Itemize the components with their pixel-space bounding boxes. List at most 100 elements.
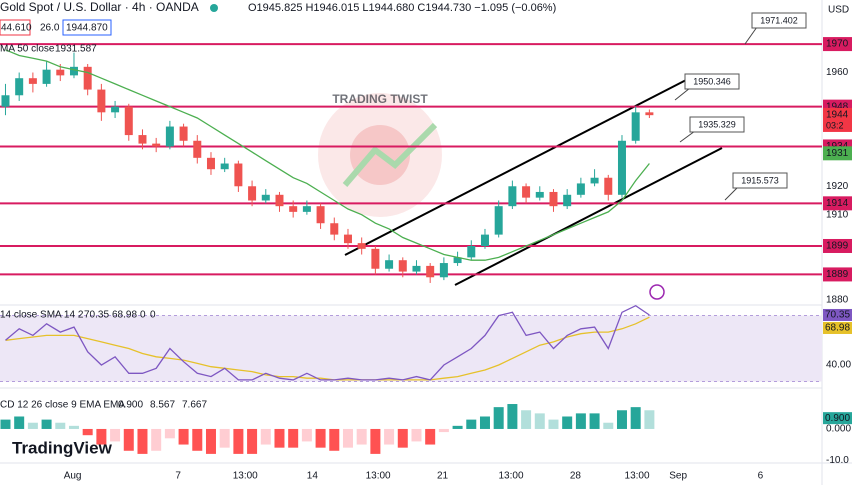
- price-tag-label: 1944: [826, 110, 849, 121]
- candle-body: [83, 66, 92, 90]
- y-tick-label: 1920: [826, 181, 849, 192]
- candle-body: [138, 135, 147, 144]
- candle-body: [549, 191, 558, 207]
- ma-line: [5, 49, 650, 261]
- macd-tick-label: 0.000: [826, 424, 851, 435]
- y-tick-label: 1880: [826, 295, 849, 306]
- candle-body: [480, 234, 489, 246]
- macd-bar: [82, 428, 93, 436]
- x-tick-label: Aug: [64, 471, 82, 482]
- macd-bar: [466, 419, 477, 429]
- rsi-legend-value: 0: [150, 310, 156, 321]
- callout-box: [732, 172, 788, 189]
- rsi-legend-value: 0: [140, 310, 146, 321]
- x-tick-label: 13:00: [498, 471, 523, 482]
- rsi-sma-tag: [823, 321, 852, 334]
- macd-bar: [55, 422, 66, 429]
- candle-body: [576, 183, 585, 195]
- candle-body: [385, 260, 394, 269]
- candle-body: [631, 112, 640, 141]
- callout-label: 1935.329: [698, 119, 736, 129]
- rsi-legend-value: 68.98: [112, 310, 137, 321]
- ma-legend-value: 1931.587: [55, 44, 97, 55]
- candle-body: [412, 265, 421, 272]
- level-tag-label: 1889: [826, 269, 849, 280]
- status-dot: [210, 4, 218, 12]
- macd-bar: [164, 428, 175, 439]
- callout-label: 1971.402: [760, 15, 798, 25]
- x-tick-label: 6: [758, 471, 764, 482]
- callout-box: [689, 116, 745, 133]
- macd-bar: [630, 407, 641, 429]
- macd-bar: [329, 428, 340, 451]
- macd-bar: [384, 428, 395, 445]
- callout-line: [724, 186, 739, 201]
- macd-bar: [68, 425, 79, 429]
- candle-body: [124, 106, 133, 136]
- macd-bar: [41, 419, 52, 429]
- candle-body: [261, 194, 270, 201]
- macd-bar: [0, 419, 11, 429]
- macd-bar: [493, 407, 504, 429]
- candle-body: [371, 248, 380, 269]
- candle-body: [316, 206, 325, 224]
- macd-bar: [507, 404, 518, 429]
- callout-line: [744, 26, 758, 45]
- candle-body: [165, 126, 174, 147]
- currency: USD: [828, 5, 849, 16]
- macd-bar: [192, 428, 203, 451]
- rsi-line: [5, 304, 650, 381]
- candle-body: [234, 163, 243, 187]
- callout-box: [751, 12, 807, 29]
- sell-price[interactable]: 44.610: [1, 23, 32, 34]
- candle-body: [152, 143, 161, 147]
- watermark: TradingView: [12, 438, 113, 457]
- callout-box: [684, 73, 740, 90]
- ma-legend: MA 50 close: [0, 44, 55, 55]
- macd-bar: [479, 416, 490, 429]
- ma-tag: [823, 146, 852, 161]
- alert-icon[interactable]: [649, 284, 665, 300]
- x-tick-label: 7: [175, 471, 181, 482]
- candle-body: [617, 140, 626, 195]
- macd-bar: [205, 428, 216, 454]
- level-tag-label: 1899: [826, 241, 849, 252]
- macd-bar: [96, 428, 107, 445]
- candle-body: [275, 194, 284, 207]
- level-tag: [823, 238, 852, 253]
- buy-box: [62, 19, 112, 36]
- macd-bar: [151, 428, 162, 451]
- logo-text: TRADING TWIST: [332, 92, 428, 106]
- macd-bar: [342, 428, 353, 448]
- candle-body: [330, 223, 339, 235]
- candle-body: [494, 206, 503, 235]
- macd-bar: [548, 419, 559, 429]
- level-tag-label: 1948: [826, 101, 849, 112]
- logo-arrow: [342, 122, 438, 187]
- candle-body: [590, 177, 599, 184]
- logo: [318, 93, 442, 217]
- ohlc: O1945.825 H1946.015 L1944.680 C1944.730 …: [248, 2, 556, 14]
- macd-bar: [14, 416, 25, 429]
- macd-bar: [247, 428, 258, 454]
- macd-tag-label: 0.900: [825, 413, 850, 424]
- callout-label: 1950.346: [693, 76, 731, 86]
- macd-bar: [425, 428, 436, 445]
- level-tag: [823, 196, 852, 211]
- macd-bar: [123, 428, 134, 451]
- candle-body: [97, 89, 106, 113]
- macd-bar: [274, 428, 285, 448]
- candle-body: [426, 265, 435, 278]
- callout-line: [674, 87, 691, 101]
- macd-bar: [27, 422, 38, 429]
- candle-body: [56, 69, 65, 76]
- candle-body: [220, 163, 229, 170]
- price-countdown: 03:2: [826, 120, 844, 130]
- macd-legend-value: 8.567: [150, 400, 175, 411]
- x-tick-label: 13:00: [625, 471, 650, 482]
- rsi-legend: 14 close SMA 14 2: [0, 310, 84, 321]
- spread: 26.0: [40, 23, 60, 34]
- rsi-legend-value: 70.35: [84, 310, 109, 321]
- candle-body: [563, 194, 572, 207]
